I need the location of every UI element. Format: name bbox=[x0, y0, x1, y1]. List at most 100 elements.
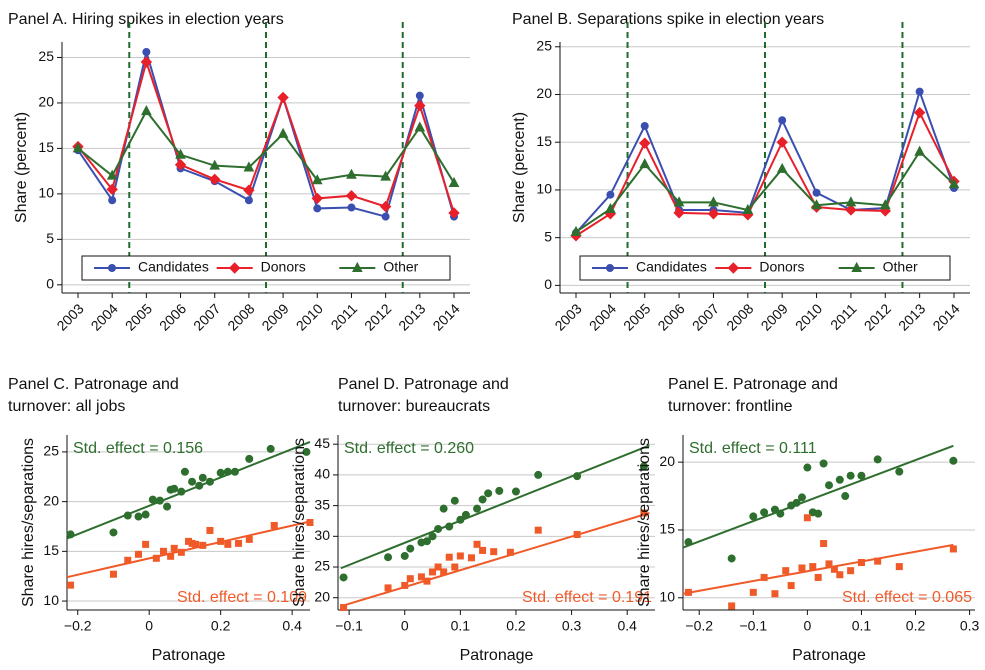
marker bbox=[440, 568, 448, 576]
marker bbox=[400, 551, 409, 560]
fit-line bbox=[340, 512, 650, 608]
y-tick-label: 5 bbox=[544, 228, 552, 244]
x-tick-label: 2005 bbox=[122, 300, 155, 333]
marker bbox=[728, 602, 736, 610]
x-axis-label: Patronage bbox=[152, 647, 226, 664]
y-axis-label: Share hires/separations bbox=[636, 438, 653, 607]
marker bbox=[313, 204, 322, 213]
marker bbox=[277, 91, 289, 104]
marker bbox=[414, 99, 426, 112]
y-tick-label: 10 bbox=[43, 592, 59, 608]
x-tick-label: 2011 bbox=[827, 300, 860, 333]
marker bbox=[467, 554, 475, 562]
marker bbox=[347, 203, 356, 212]
marker bbox=[606, 190, 615, 199]
marker bbox=[814, 573, 822, 581]
x-tick-label: 0.2 bbox=[211, 618, 231, 634]
marker bbox=[277, 127, 289, 138]
marker bbox=[792, 498, 801, 507]
legend-label: Candidates bbox=[636, 259, 707, 275]
fit-line bbox=[66, 520, 311, 579]
marker bbox=[445, 553, 453, 561]
y-tick-label: 25 bbox=[314, 558, 330, 574]
marker bbox=[511, 487, 520, 496]
marker bbox=[949, 456, 958, 465]
fit-line bbox=[682, 444, 954, 549]
marker bbox=[845, 204, 857, 216]
marker bbox=[640, 509, 648, 517]
x-tick-label: 2005 bbox=[620, 300, 653, 333]
marker bbox=[812, 188, 821, 197]
marker bbox=[456, 515, 465, 524]
marker bbox=[170, 544, 178, 552]
marker bbox=[798, 564, 806, 572]
legend-box bbox=[579, 255, 951, 281]
marker bbox=[836, 571, 844, 579]
marker bbox=[188, 477, 197, 486]
y-axis-label: Share (percent) bbox=[511, 112, 528, 223]
fit-line bbox=[340, 444, 650, 570]
marker bbox=[495, 486, 504, 495]
marker bbox=[206, 526, 214, 534]
y-tick-label: 20 bbox=[659, 453, 675, 469]
marker bbox=[346, 168, 357, 179]
marker bbox=[67, 581, 75, 589]
x-tick-label: 0.2 bbox=[906, 618, 926, 634]
marker bbox=[243, 161, 255, 172]
marker bbox=[684, 538, 693, 547]
marker bbox=[570, 225, 582, 236]
marker bbox=[106, 169, 118, 180]
marker bbox=[108, 264, 116, 272]
marker bbox=[66, 530, 75, 539]
x-tick-label: 2013 bbox=[395, 300, 428, 333]
marker bbox=[776, 136, 788, 148]
y-tick-label: 25 bbox=[43, 443, 59, 459]
marker bbox=[230, 467, 239, 476]
x-tick-label: −0.1 bbox=[335, 618, 363, 634]
marker bbox=[245, 535, 253, 543]
marker bbox=[879, 199, 891, 210]
series-line bbox=[77, 109, 455, 184]
y-tick-label: 25 bbox=[536, 37, 552, 53]
series-line bbox=[575, 150, 955, 233]
marker bbox=[846, 471, 855, 480]
marker bbox=[123, 511, 132, 520]
marker bbox=[108, 196, 117, 205]
marker bbox=[778, 116, 787, 125]
annotation: Std. effect = 0.191 bbox=[522, 589, 652, 606]
x-tick-label: 0.4 bbox=[617, 618, 637, 634]
y-tick-label: 15 bbox=[38, 139, 54, 155]
marker bbox=[302, 447, 311, 456]
panel-title: Panel C. Patronage and bbox=[8, 376, 179, 393]
marker bbox=[177, 487, 186, 496]
marker bbox=[209, 173, 221, 186]
marker bbox=[949, 545, 957, 553]
annotation: Std. effect = 0.065 bbox=[842, 589, 972, 606]
marker bbox=[429, 568, 437, 576]
marker bbox=[803, 463, 812, 472]
marker bbox=[167, 552, 175, 560]
legend-box bbox=[81, 255, 451, 281]
x-tick-label: 2009 bbox=[758, 300, 791, 333]
x-tick-label: 2007 bbox=[689, 300, 722, 333]
y-tick-label: 5 bbox=[46, 230, 54, 246]
marker bbox=[384, 553, 393, 562]
x-tick-label: 0.1 bbox=[852, 618, 872, 634]
marker bbox=[819, 459, 828, 468]
marker bbox=[148, 495, 157, 504]
marker bbox=[217, 537, 225, 545]
x-tick-label: 0.3 bbox=[562, 618, 582, 634]
marker bbox=[244, 196, 253, 205]
marker bbox=[415, 91, 424, 100]
panel-title: turnover: bureaucrats bbox=[338, 398, 490, 415]
marker bbox=[306, 519, 314, 526]
marker bbox=[811, 199, 822, 210]
y-tick-label: 10 bbox=[659, 588, 675, 604]
marker bbox=[820, 540, 828, 548]
x-tick-label: 2013 bbox=[895, 300, 928, 333]
marker bbox=[245, 454, 254, 463]
marker bbox=[134, 512, 143, 521]
x-tick-label: 2012 bbox=[861, 300, 894, 333]
marker bbox=[639, 158, 651, 169]
